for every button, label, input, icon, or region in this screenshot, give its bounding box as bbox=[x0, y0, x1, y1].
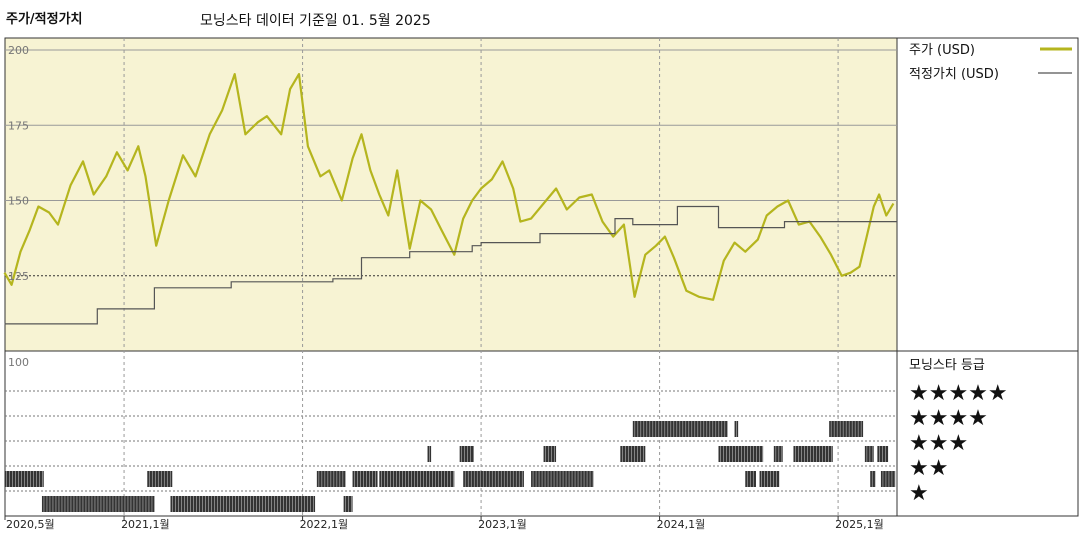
rating-stars-1: ★ bbox=[909, 481, 929, 506]
x-tick-label: 2024,1월 bbox=[657, 518, 706, 531]
rating-bar-2-star bbox=[463, 471, 524, 487]
y-tick-label: 175 bbox=[8, 119, 29, 132]
x-tick-label: 2020,5월 bbox=[6, 518, 55, 531]
legend-fair-label: 적정가치 (USD) bbox=[909, 67, 999, 82]
y-tick-label: 150 bbox=[8, 195, 29, 208]
chart-frame bbox=[4, 37, 1079, 517]
rating-bar-1-star bbox=[343, 496, 353, 512]
x-tick-label: 2025,1월 bbox=[835, 518, 884, 531]
rating-bar-2-star bbox=[147, 471, 173, 487]
legend-price-label: 주가 (USD) bbox=[909, 43, 975, 58]
rating-bar-2-star bbox=[759, 471, 780, 487]
rating-title: 모닝스타 등급 bbox=[909, 358, 985, 373]
rating-bar-3-star bbox=[773, 446, 783, 462]
y-tick-label: 200 bbox=[8, 44, 29, 57]
fair-value-line bbox=[4, 205, 897, 325]
x-tick-label: 2023,1월 bbox=[478, 518, 527, 531]
rating-bar-3-star bbox=[877, 446, 889, 462]
y-tick-label: 125 bbox=[8, 270, 29, 283]
rating-bar-3-star bbox=[793, 446, 833, 462]
rating-bar-2-star bbox=[4, 471, 44, 487]
rating-bar-2-star bbox=[352, 471, 378, 487]
lower-tick-label: 100 bbox=[8, 356, 29, 369]
rating-bar-3-star bbox=[620, 446, 646, 462]
rating-stars-3: ★★★ bbox=[909, 431, 968, 456]
price-panel-background bbox=[5, 38, 897, 351]
price-line bbox=[3, 73, 895, 301]
rating-stars-4: ★★★★ bbox=[909, 406, 988, 431]
x-tick-label: 2022,1월 bbox=[300, 518, 349, 531]
rating-bar-1-star bbox=[170, 496, 316, 512]
rating-bar-3-star bbox=[864, 446, 874, 462]
rating-stars-5: ★★★★★ bbox=[909, 381, 1008, 406]
rating-bar-2-star bbox=[745, 471, 756, 487]
rating-stars-2: ★★ bbox=[909, 456, 948, 481]
chart-left-title: 주가/적정가치 bbox=[6, 12, 83, 27]
rating-bar-2-star bbox=[870, 471, 876, 487]
rating-bar-3-star bbox=[543, 446, 557, 462]
chart-subtitle: 모닝스타 데이터 기준일 01. 5월 2025 bbox=[200, 13, 431, 29]
x-tick-label: 2021,1월 bbox=[121, 518, 170, 531]
